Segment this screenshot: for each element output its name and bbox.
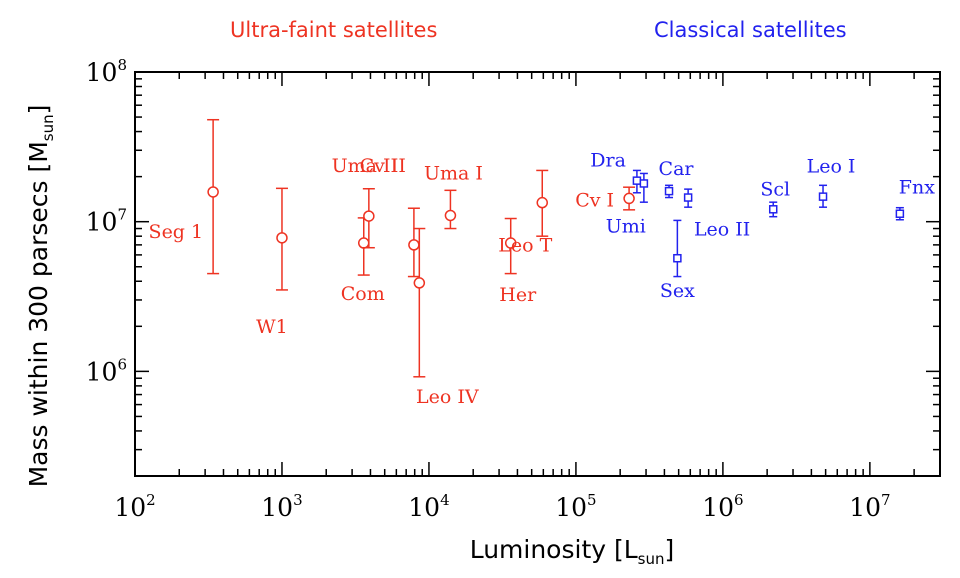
circle-marker [363,210,375,222]
circle-marker [623,192,635,205]
square-marker [768,205,778,214]
circle-marker [207,186,219,198]
point-label: Umi [606,215,646,237]
data-point: Uma II [332,155,398,249]
point-label: Com [341,283,385,305]
circle-marker [276,232,288,244]
circle-marker [408,239,420,251]
data-point: W1 [256,187,288,338]
x-tick-label: 102 [114,491,155,522]
square-marker [632,176,642,185]
x-tick-label: 103 [261,491,302,522]
point-label: Cv II [360,155,406,177]
point-label: Uma II [332,155,398,177]
x-tick-label: 105 [555,491,596,522]
square-marker [895,209,905,218]
point-label: Seg 1 [149,221,204,243]
data-point: Scl [760,178,790,218]
classical-group-label: Classical satellites [654,18,847,42]
plot-border [134,71,941,477]
data-point: Cv II [360,155,420,278]
point-label: Car [659,158,695,180]
data-point: Leo IV [413,227,479,408]
plot-frame [134,71,941,477]
square-marker [818,192,828,201]
data-point: Leo T [498,169,553,257]
circle-marker [536,196,548,209]
circle-marker [504,237,517,249]
point-label: Dra [590,150,626,172]
y-tick-label: 107 [86,206,127,237]
point-label: Leo T [498,235,552,257]
point-label: Leo IV [416,386,479,408]
ultra-faint-group-label: Ultra-faint satellites [230,18,438,42]
data-point: Leo I [807,156,856,208]
data-point: Sex [660,219,695,302]
point-label: Her [499,284,537,306]
data-point: Umi [606,172,649,237]
point-label: Fnx [899,177,935,199]
x-tick-label: 107 [849,491,890,522]
data-point: Fnx [895,177,935,221]
data-point: Leo II [683,188,750,241]
circle-marker [444,209,457,222]
x-axis-title: Luminosity [Lsun] [470,535,675,568]
square-marker [639,179,649,188]
data-point: Car [659,158,695,199]
data-point: Her [499,217,537,306]
data-point: Seg 1 [149,118,220,275]
point-label: Leo I [807,156,856,178]
x-tick-label: 106 [702,491,743,522]
y-tick-label: 108 [86,56,127,87]
circle-marker [413,277,426,289]
point-label: W1 [256,316,288,338]
y-tick-label: 106 [86,355,127,386]
square-marker [664,186,674,196]
y-axis-title: Mass within 300 parsecs [Msun] [24,105,57,488]
x-tick-label: 104 [408,491,449,522]
point-label: Sex [660,280,695,302]
square-marker [673,253,682,263]
point-label: Scl [760,178,790,200]
data-point: Cv I [575,186,636,211]
square-marker [683,193,693,202]
data-point: Dra [590,150,642,194]
axis-ticks: 102 103 104 105 106 107 106 107 108 [86,56,941,522]
data-point: Uma I [424,162,483,230]
point-label: Cv I [575,189,614,211]
data-point: Com [341,217,385,305]
point-label: Leo II [694,219,750,241]
circle-marker [357,237,370,249]
point-label: Uma I [424,162,483,184]
